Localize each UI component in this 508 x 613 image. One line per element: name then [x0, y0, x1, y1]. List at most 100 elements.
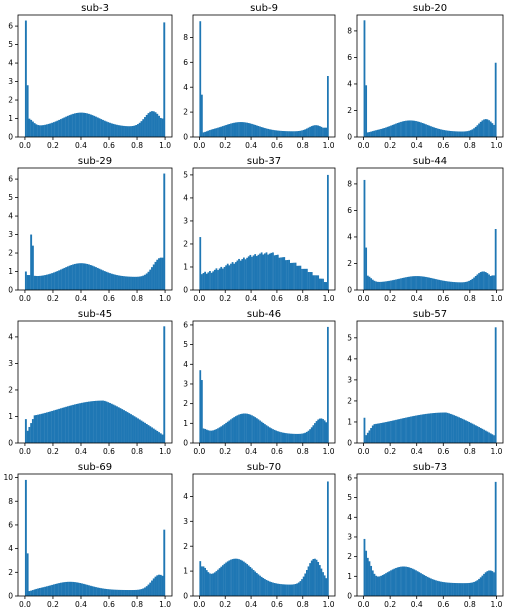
histogram-bar	[370, 278, 373, 290]
histogram-bar	[270, 428, 273, 443]
x-tick-label: 0.4	[411, 600, 423, 609]
histogram-bar	[451, 582, 454, 596]
histogram-bar	[37, 414, 40, 443]
histogram-bar	[326, 76, 329, 137]
x-tick-label: 0.0	[193, 141, 205, 150]
histogram-bar	[145, 114, 148, 137]
histogram-bar	[142, 588, 145, 596]
histogram-bar	[70, 114, 73, 137]
x-tick-label: 0.8	[131, 447, 143, 456]
y-tick-label: 1	[183, 263, 188, 272]
histogram-bar	[140, 589, 143, 596]
histogram-bar	[84, 113, 87, 137]
histogram-bar	[294, 131, 297, 137]
histogram-bar	[267, 580, 269, 596]
y-tick-label: 0	[347, 133, 352, 142]
histogram-bar	[38, 275, 41, 290]
histogram-bar	[96, 267, 99, 290]
histogram-bar	[431, 413, 434, 443]
histogram-bar	[314, 423, 316, 443]
histogram-bar	[58, 119, 61, 137]
histogram-bar	[144, 422, 146, 443]
histogram-bar	[471, 278, 474, 290]
histogram-bar	[126, 126, 129, 137]
chart-title: sub-69	[78, 462, 112, 473]
y-tick-label: 3	[8, 359, 13, 368]
histogram-bar	[284, 260, 287, 290]
histogram-bar	[459, 282, 462, 290]
histogram-bar	[305, 128, 308, 137]
y-tick-label: 4	[8, 544, 13, 553]
histogram-bar	[109, 589, 111, 596]
y-tick-label: 6	[347, 206, 352, 215]
y-tick-label: 4	[8, 59, 13, 68]
x-tick-label: 0.2	[384, 141, 396, 150]
histogram-bar	[105, 588, 108, 596]
x-tick-label: 0.6	[103, 141, 115, 150]
x-tick-label: 0.2	[219, 600, 231, 609]
histogram-bar	[438, 412, 441, 443]
histogram-bar	[100, 119, 103, 137]
histogram-bar	[100, 269, 103, 290]
chart-panel: sub-46 0 1 2 3 4 5 6 0.0 0.2 0.4 0.6 0.8 1.0	[183, 309, 336, 456]
chart-title: sub-37	[247, 156, 281, 167]
histogram-bar	[149, 582, 152, 596]
histogram-bar	[276, 583, 279, 596]
histogram-bar	[433, 413, 436, 443]
histogram-bar	[421, 414, 424, 443]
histogram-bar	[24, 20, 27, 137]
y-tick-label: 4	[183, 360, 188, 369]
histogram-bar	[220, 566, 223, 596]
y-tick-label: 6	[183, 321, 188, 330]
histogram-bar	[257, 254, 260, 290]
histogram-bar	[448, 130, 451, 137]
histogram-bar	[63, 117, 66, 137]
y-tick-label: 0	[347, 592, 352, 601]
histogram-bar	[145, 586, 148, 596]
histogram-bar	[318, 418, 321, 443]
histogram-bar	[393, 568, 396, 596]
histogram-bar	[105, 271, 108, 290]
histogram-bar	[439, 412, 442, 443]
x-tick-label: 0.2	[384, 600, 396, 609]
histogram-bar	[268, 581, 271, 596]
histogram-bar	[421, 574, 424, 596]
histogram-bar	[66, 406, 69, 443]
histogram-bar	[233, 417, 236, 443]
x-tick-label: 0.0	[358, 447, 370, 456]
histogram-bar	[464, 420, 467, 443]
x-tick-label: 0.4	[245, 141, 257, 150]
histogram-bar	[281, 130, 284, 137]
histogram-bar	[446, 281, 449, 290]
histogram-bar	[251, 256, 253, 290]
histogram-bar	[416, 415, 419, 443]
histogram-bar	[220, 266, 223, 290]
histogram-bar	[65, 581, 68, 596]
histogram-bar	[68, 115, 71, 137]
x-tick-label: 0.0	[19, 600, 31, 609]
histogram-bar	[205, 429, 208, 443]
x-tick-label: 0.8	[464, 141, 476, 150]
histogram-bar	[413, 569, 416, 596]
histogram-bar	[42, 125, 45, 137]
histogram-bar	[403, 121, 406, 137]
x-tick-label: 0.0	[358, 141, 370, 150]
histogram-bar	[405, 120, 407, 137]
histogram-bar	[110, 273, 113, 290]
histogram-bar	[469, 422, 472, 443]
histogram-bar	[230, 419, 232, 443]
y-tick-label: 3	[8, 230, 13, 239]
histogram-bar	[307, 127, 310, 137]
histogram-bar	[315, 275, 318, 290]
histogram-bar	[73, 582, 76, 596]
histogram-bar	[474, 276, 477, 290]
histogram-bar	[468, 582, 471, 596]
histogram-bar	[489, 433, 492, 443]
histogram-bar	[434, 127, 437, 137]
histogram-bar	[481, 271, 484, 290]
histogram-bar	[443, 412, 446, 443]
histogram-bar	[488, 432, 490, 443]
histogram-bar	[471, 423, 474, 443]
histogram-bar	[228, 265, 231, 290]
x-tick-label: 0.2	[47, 294, 59, 303]
